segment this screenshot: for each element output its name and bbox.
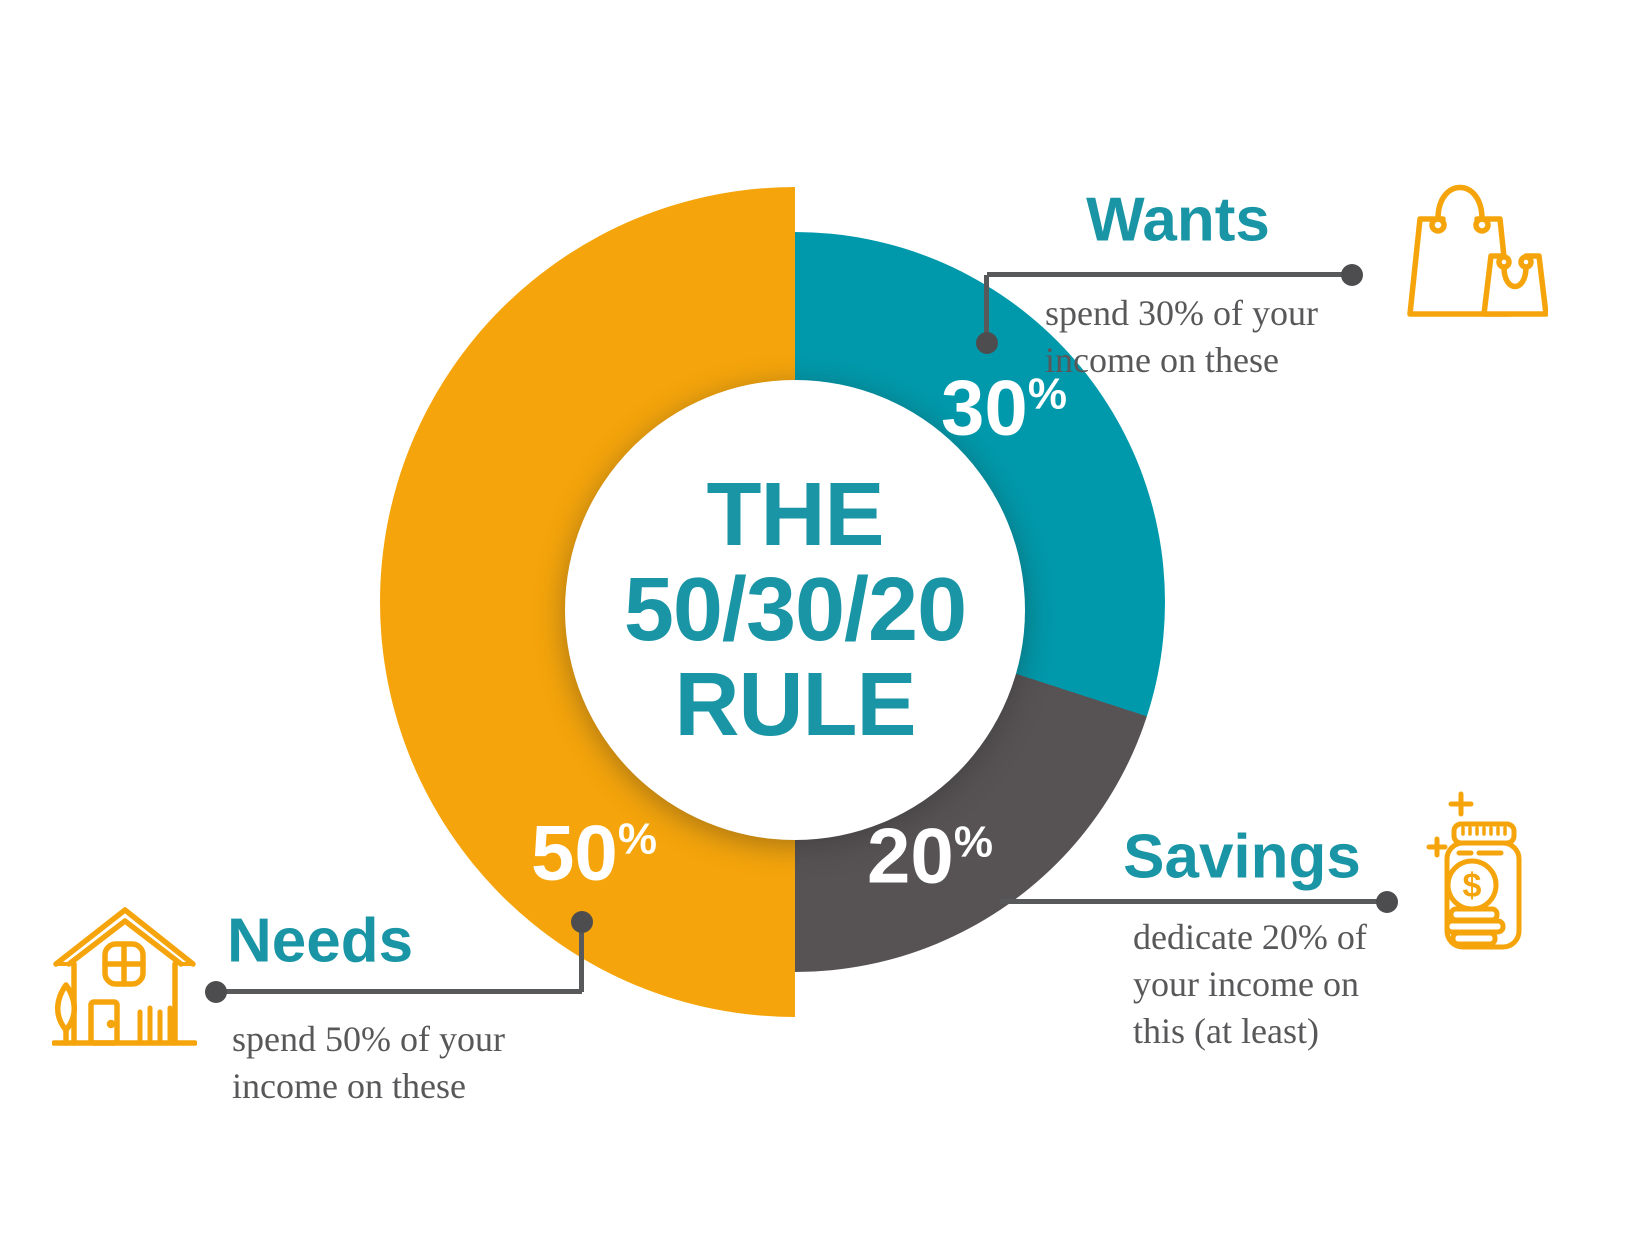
wants-description: spend 30% of your income on these	[1045, 290, 1318, 384]
donut-center-circle	[565, 380, 1025, 840]
wants-percent-label: 30%	[941, 363, 1067, 454]
money-jar-icon: $	[1426, 791, 1522, 950]
wants-desc-line-1: spend 30% of your	[1045, 293, 1318, 333]
needs-percent-label: 50%	[531, 808, 657, 899]
wants-heading: Wants	[1086, 185, 1270, 255]
needs-connector-horizontal	[216, 989, 582, 994]
wants-connector-dot-end	[1341, 264, 1363, 286]
needs-desc-line-1: spend 50% of your	[232, 1019, 505, 1059]
center-line-3: RULE	[674, 654, 917, 755]
needs-description: spend 50% of your income on these	[232, 1016, 505, 1110]
savings-connector-horizontal	[1000, 899, 1387, 904]
wants-desc-line-2: income on these	[1045, 340, 1279, 380]
shopping-bags-icon	[1407, 184, 1548, 317]
wants-percent-symbol: %	[1027, 369, 1067, 419]
savings-desc-line-3: this (at least)	[1133, 1011, 1319, 1051]
needs-connector-dot-start	[205, 981, 227, 1003]
needs-heading: Needs	[226, 906, 414, 976]
house-icon	[52, 907, 197, 1046]
savings-percent-symbol: %	[953, 817, 993, 867]
needs-percent-number: 50	[531, 808, 618, 897]
savings-percent-number: 20	[867, 811, 954, 900]
wants-connector-dot-start	[976, 332, 998, 354]
savings-heading: Savings	[1123, 822, 1361, 892]
savings-description: dedicate 20% of your income on this (at …	[1133, 914, 1367, 1055]
center-line-2: 50/30/20	[623, 559, 967, 660]
needs-desc-line-2: income on these	[232, 1066, 466, 1106]
wants-percent-number: 30	[941, 363, 1028, 452]
savings-percent-label: 20%	[867, 811, 993, 902]
svg-text:$: $	[1463, 867, 1482, 905]
savings-connector-dot-end	[1376, 891, 1398, 913]
savings-desc-line-1: dedicate 20% of	[1133, 917, 1367, 957]
wants-connector-horizontal	[987, 272, 1352, 277]
wants-connector-vertical	[984, 275, 989, 343]
needs-percent-symbol: %	[617, 814, 657, 864]
savings-desc-line-2: your income on	[1133, 964, 1359, 1004]
needs-connector-dot-end	[571, 911, 593, 933]
donut-center-title: THE 50/30/20 RULE	[565, 380, 1025, 840]
needs-connector-vertical	[579, 922, 584, 992]
center-line-1: THE	[706, 464, 885, 565]
